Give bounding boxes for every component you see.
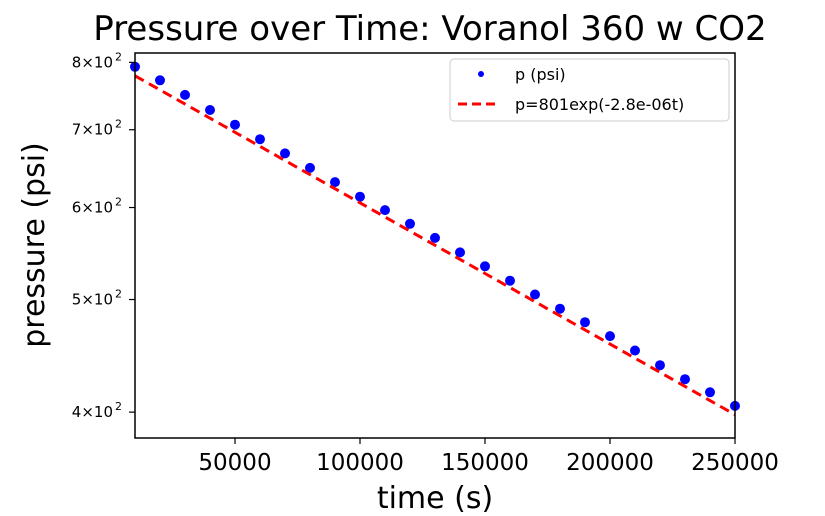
y-tick-exponent: 2 — [115, 288, 122, 301]
y-tick-label: 6×10 — [72, 199, 113, 217]
data-point — [180, 89, 190, 100]
data-point — [655, 360, 665, 371]
y-tick-exponent: 2 — [115, 118, 122, 131]
y-axis-ticks: 4×10 25×10 26×10 27×10 28×10 2 — [72, 50, 135, 421]
y-tick-exponent: 2 — [115, 400, 122, 413]
legend: p (psi) p=801exp(-2.8e-06t) — [449, 58, 730, 122]
x-tick-label: 150000 — [441, 450, 529, 476]
legend-box — [449, 58, 730, 122]
legend-label-fit: p=801exp(-2.8e-06t) — [515, 95, 684, 114]
data-point — [405, 218, 415, 229]
y-axis-label: pressure (psi) — [17, 142, 52, 348]
x-tick-label: 50000 — [198, 450, 271, 476]
x-tick-label: 200000 — [566, 450, 654, 476]
chart-title: Pressure over Time: Voranol 360 w CO2 — [93, 9, 766, 49]
data-point — [155, 75, 165, 86]
data-point — [355, 191, 365, 202]
data-point — [630, 345, 640, 356]
data-point — [330, 177, 340, 188]
fit-line — [134, 74, 736, 416]
data-point — [705, 387, 715, 398]
y-tick-exponent: 2 — [115, 50, 122, 63]
legend-marker-points — [478, 71, 484, 77]
x-tick-label: 250000 — [691, 450, 779, 476]
plot-frame — [134, 52, 736, 439]
data-point — [455, 247, 465, 258]
x-axis-label: time (s) — [377, 481, 493, 516]
data-point — [380, 205, 390, 216]
data-point — [230, 119, 240, 130]
fit-line-group — [134, 74, 736, 416]
x-tick-label: 100000 — [316, 450, 404, 476]
data-point — [430, 232, 440, 243]
scatter-points — [130, 61, 740, 411]
data-point — [505, 275, 515, 286]
data-point — [205, 105, 215, 115]
data-point — [680, 374, 690, 385]
y-tick-label: 5×10 — [72, 291, 113, 309]
y-tick-label: 7×10 — [72, 121, 113, 139]
data-point — [580, 317, 590, 328]
data-point — [555, 303, 565, 314]
y-tick-label: 4×10 — [72, 403, 113, 421]
y-tick-exponent: 2 — [115, 196, 122, 209]
x-axis-ticks: 50000 100000 150000 200000 250000 — [198, 438, 779, 476]
data-point — [255, 134, 265, 145]
data-point — [605, 331, 615, 342]
legend-label-points: p (psi) — [515, 65, 566, 84]
data-point — [480, 261, 490, 272]
y-tick-label: 8×10 — [72, 53, 113, 71]
data-point — [530, 289, 540, 300]
data-point — [280, 148, 290, 159]
data-point — [305, 162, 315, 173]
